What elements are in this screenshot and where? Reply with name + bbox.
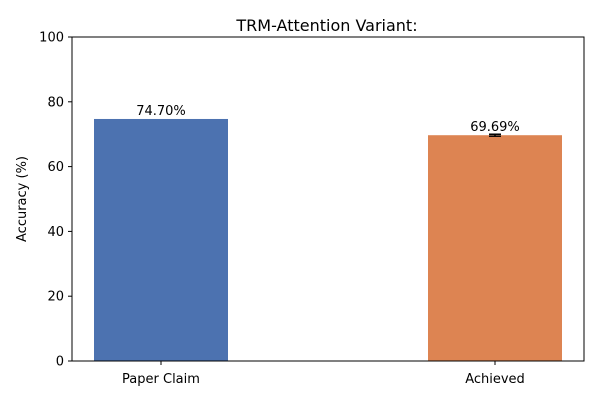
y-axis-ticks: 0 20 40 60 80 100 [39,31,72,370]
bars [94,118,562,361]
y-tick-label: 60 [47,160,64,175]
chart-title: TRM-Attention Variant: [235,16,417,35]
data-label: 69.69% [470,120,520,135]
y-tick-label: 0 [56,355,64,370]
y-tick-label: 80 [47,95,64,110]
x-tick-label: Achieved [465,372,525,387]
y-tick-label: 20 [47,290,64,305]
plot-frame [71,36,585,362]
x-tick-label: Paper Claim [122,372,200,387]
bar-achieved [428,135,562,361]
data-labels: 74.70% 69.69% [136,104,520,135]
y-tick-label: 40 [47,225,64,240]
bar-paper-claim [94,118,228,361]
data-label: 74.70% [136,104,186,119]
x-axis-ticks: Paper Claim Achieved [122,361,525,387]
y-tick-label: 100 [39,31,64,46]
y-axis-label: Accuracy (%) [15,156,30,242]
